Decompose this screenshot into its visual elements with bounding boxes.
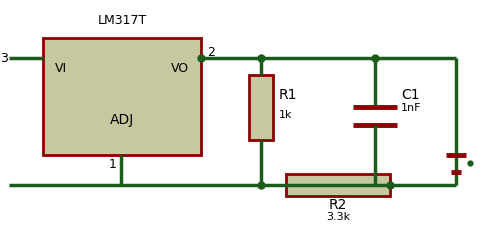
Text: 1nF: 1nF [401,103,421,113]
Text: R1: R1 [278,88,297,102]
Text: VO: VO [170,62,189,75]
Text: 3.3k: 3.3k [326,212,350,222]
Bar [43,38,201,155]
Text: 1: 1 [109,158,117,171]
Text: C1: C1 [401,88,420,102]
Text: 3: 3 [0,52,8,65]
Text: LM317T: LM317T [98,14,146,27]
Bar [286,174,391,196]
Text: VI: VI [55,62,67,75]
Text: 2: 2 [206,46,214,59]
Text: ADJ: ADJ [110,113,134,127]
Text: R2: R2 [328,198,347,212]
Bar [248,75,272,140]
Text: 1k: 1k [278,110,292,120]
